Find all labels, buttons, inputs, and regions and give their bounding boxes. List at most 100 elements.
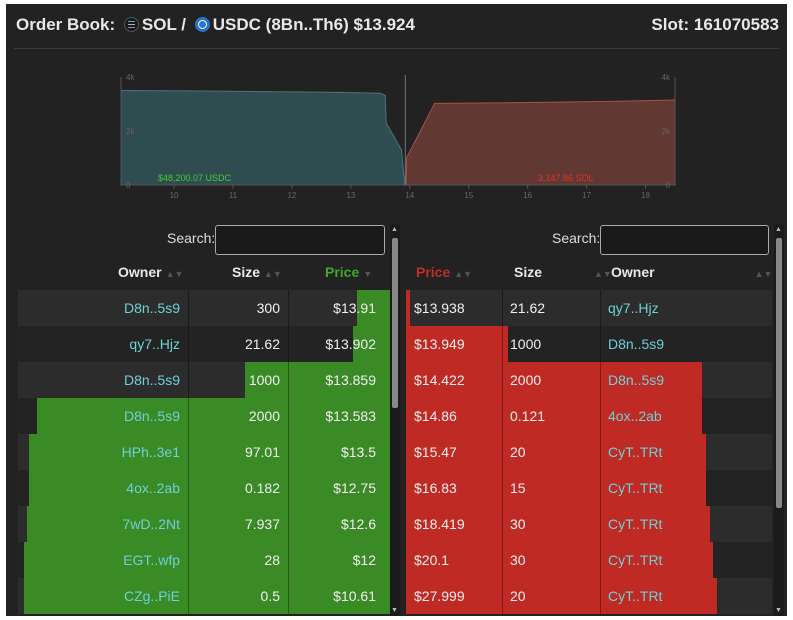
bid-owner-cell: D8n..5s9	[18, 362, 189, 398]
ask-search-input[interactable]	[600, 225, 769, 255]
ask-size-cell: 30	[502, 542, 601, 578]
ask-scroll-thumb[interactable]	[776, 238, 782, 508]
bid-price-header[interactable]: Price ▼	[325, 264, 372, 292]
ask-row[interactable]: $14.86 0.121 4ox..2ab	[406, 398, 772, 434]
title-prefix: Order Book:	[16, 15, 116, 34]
ask-price-header[interactable]: Price ▲▼	[416, 264, 472, 292]
ask-depth-bar	[406, 326, 509, 362]
bid-owner-header-label: Owner	[118, 264, 162, 280]
bid-owner-cell: qy7..Hjz	[18, 326, 189, 362]
bid-row[interactable]: EGT..wfp 28 $12	[18, 542, 390, 578]
bid-price-cell: $13.91	[333, 300, 376, 316]
ask-row[interactable]: $13.949 1000 D8n..5s9	[406, 326, 772, 362]
ask-price-cell: $16.83	[406, 470, 503, 506]
bid-owner-cell: D8n..5s9	[18, 398, 189, 434]
x-tick-label: 12	[287, 191, 296, 200]
ask-rows: $13.938 21.62 qy7..Hjz $13.949 1000 D8n..5s9 $…	[406, 290, 772, 616]
bid-size-cell: 300	[188, 290, 289, 326]
ask-row[interactable]: $27.999 20 CyT..TRt	[406, 578, 772, 614]
bid-row[interactable]: D8n..5s9 2000 $13.583	[18, 398, 390, 434]
ask-row[interactable]: $13.938 21.62 qy7..Hjz	[406, 290, 772, 326]
ask-price-cell: $13.938	[406, 290, 503, 326]
market-title: Order Book: SOL / USDC (8Bn..Th6) $13.92…	[16, 15, 415, 35]
ask-row[interactable]: $18.419 30 CyT..TRt	[406, 506, 772, 542]
bid-size-cell: 28	[188, 542, 289, 578]
ask-price-cell: $13.949	[406, 326, 503, 362]
row-background	[18, 326, 390, 362]
x-tick-label: 17	[582, 191, 591, 200]
scroll-up-icon[interactable]: ▲	[391, 226, 398, 233]
scroll-up-icon[interactable]: ▲	[775, 226, 782, 233]
bid-size-header[interactable]: Size ▲▼	[232, 264, 282, 292]
ask-depth-bar	[406, 362, 703, 398]
scroll-down-icon[interactable]: ▼	[775, 607, 782, 614]
bid-row[interactable]: 7wD..2Nt 7.937 $12.6	[18, 506, 390, 542]
pair-separator: /	[181, 15, 187, 34]
bid-depth-bar	[29, 470, 390, 506]
ask-search-label: Search:	[552, 230, 601, 246]
header-divider	[14, 48, 779, 49]
y-tick-label-right: 4k	[662, 73, 671, 82]
bid-owner-header[interactable]: Owner ▲▼	[118, 264, 183, 292]
ask-row[interactable]: $15.47 20 CyT..TRt	[406, 434, 772, 470]
bid-depth-bar	[356, 290, 390, 326]
row-background	[18, 290, 390, 326]
bid-owner-cell: 7wD..2Nt	[18, 506, 189, 542]
bid-row[interactable]: D8n..5s9 1000 $13.859	[18, 362, 390, 398]
depth-chart: 0 0 2k 2k 4k 4k 10 11 12 13 14 15 16 17 18 $48,200.07 U…	[120, 73, 676, 200]
ask-price-cell: $18.419	[406, 506, 503, 542]
ask-scrollbar[interactable]: ▲ ▼	[774, 224, 784, 616]
quote-token: USDC	[212, 15, 261, 34]
bid-owner-cell: D8n..5s9	[18, 290, 189, 326]
ask-owner-header-label: Owner	[611, 264, 655, 280]
bid-size-cell: 0.182	[188, 470, 289, 506]
x-tick-label: 18	[641, 191, 650, 200]
ask-depth-bar	[406, 434, 707, 470]
ask-owner-cell: D8n..5s9	[608, 336, 665, 352]
bid-scrollbar[interactable]: ▲ ▼	[390, 224, 400, 616]
ask-price-cell: $15.47	[406, 434, 503, 470]
y-tick-label-right: 0	[666, 181, 671, 190]
ask-row[interactable]: $16.83 15 CyT..TRt	[406, 470, 772, 506]
bid-row[interactable]: qy7..Hjz 21.62 $13.902	[18, 326, 390, 362]
ask-size-header-label: Size	[514, 264, 543, 280]
bid-size-cell: 0.5	[188, 578, 289, 614]
ask-owner-header[interactable]: Owner ▲▼	[611, 264, 772, 292]
order-book-header: Order Book: SOL / USDC (8Bn..Th6) $13.92…	[6, 4, 787, 48]
bid-row[interactable]: HPh..3e1 97.01 $13.5	[18, 434, 390, 470]
ask-price-cell: $14.86	[406, 398, 503, 434]
sort-icon: ▲▼	[594, 269, 612, 279]
bid-row[interactable]: CZg..PiE 0.5 $10.61	[18, 578, 390, 614]
ask-size-cell: 2000	[502, 362, 601, 398]
row-background	[406, 290, 772, 326]
bid-depth-area	[120, 89, 405, 186]
bid-scroll-thumb[interactable]	[392, 238, 398, 408]
ask-row[interactable]: $20.1 30 CyT..TRt	[406, 542, 772, 578]
bid-price-cell: $13.859	[325, 372, 376, 388]
usdc-token-icon	[194, 17, 210, 32]
ask-size-cell: 0.121	[502, 398, 601, 434]
bid-size-header-label: Size	[232, 264, 261, 280]
ask-depth-bar	[406, 506, 710, 542]
ask-price-cell: $20.1	[406, 542, 503, 578]
ask-row[interactable]: $14.422 2000 D8n..5s9	[406, 362, 772, 398]
bid-row[interactable]: 4ox..2ab 0.182 $12.75	[18, 470, 390, 506]
ask-owner-cell: CyT..TRt	[608, 516, 663, 532]
bid-price-cell: $13.902	[325, 336, 376, 352]
bid-price-header-label: Price	[325, 264, 360, 280]
y-tick-label-left: 0	[126, 181, 131, 190]
bid-price-cell: $13.583	[325, 408, 376, 424]
ask-owner-cell: CyT..TRt	[608, 588, 663, 604]
sort-desc-icon: ▼	[363, 269, 373, 279]
ask-size-cell: 30	[502, 506, 601, 542]
ask-size-header[interactable]: Size ▲▼	[514, 264, 612, 292]
x-tick-label: 14	[405, 191, 414, 200]
market-id: (8Bn..Th6)	[265, 15, 349, 34]
bid-row[interactable]: D8n..5s9 300 $13.91	[18, 290, 390, 326]
bid-size-cell: 1000	[188, 362, 289, 398]
scroll-down-icon[interactable]: ▼	[391, 607, 398, 614]
x-tick-label: 13	[346, 191, 355, 200]
bid-owner-cell: CZg..PiE	[18, 578, 189, 614]
bid-search-input[interactable]	[215, 225, 385, 255]
ask-size-cell: 20	[502, 434, 601, 470]
